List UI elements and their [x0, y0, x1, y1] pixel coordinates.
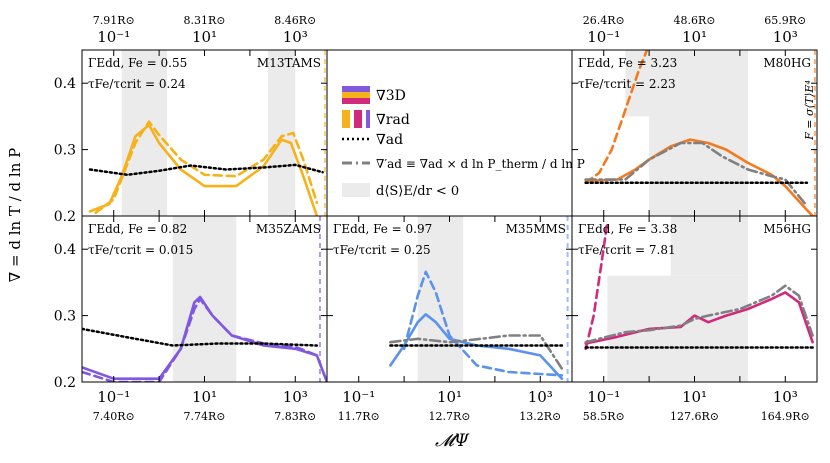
unstable-shade [417, 216, 464, 382]
nabla-ad-line [88, 163, 324, 177]
x-tick-label: 10⁻¹ [97, 28, 130, 46]
legend-label-ad: ∇ad [376, 132, 403, 148]
panel-m56hg: 10⁻¹ 10¹ 10³ 58.5R⊙ 127.6R⊙ 164.9R⊙ ΓEdd, Fe =… [571, 215, 818, 423]
radius-tick-label: 7.40R⊙ [93, 410, 135, 423]
panels: 0.3 0.4 0.2 10⁻¹ 10¹ 10³ 7.91R⊙ 8.31R⊙ 8.46R⊙ ΓEd… [54, 14, 818, 423]
tau-ratio-label: τFe/τcrit = 7.81 [578, 243, 676, 257]
tau-ratio-label: τFe/τcrit = 2.23 [578, 77, 676, 91]
y-axis-label: ∇ = d ln T / d ln P [6, 148, 24, 282]
unstable-shade [172, 216, 237, 382]
nabla-adprime-line [584, 141, 809, 208]
nabla-ad-line [82, 327, 319, 347]
y-tick-label: 0.2 [54, 209, 76, 225]
panel-plot-area [584, 216, 814, 382]
x-tick-label: 10⁻¹ [587, 28, 620, 46]
flux-annotation: F = σ⟨T⟩E⁴ [803, 80, 816, 141]
panel-m35zams: 0.2 0.3 0.4 10⁻¹ 10¹ 10³ 7.40R⊙ 7.74R⊙ 7.83R⊙ ΓEd… [54, 215, 328, 423]
tau-ratio-label: τFe/τcrit = 0.015 [88, 243, 193, 257]
panel-m80hg: 10⁻¹ 10¹ 10³ 26.4R⊙ 48.6R⊙ 65.9R⊙ ΓEdd, Fe = 3… [571, 14, 818, 217]
y-tick-label: 0.4 [54, 76, 76, 92]
panel-m35mms: 10⁻¹ 10¹ 10³ 11.7R⊙ 12.7R⊙ 13.2R⊙ ΓEdd, Fe = 0… [326, 215, 573, 423]
panel-name-label: M35MMS [506, 222, 566, 236]
legend-entry-ad: ∇ad [342, 132, 403, 148]
nabla-rad-line [584, 50, 649, 185]
y-tick-label: 0.3 [54, 143, 76, 159]
unstable-shade [649, 50, 748, 216]
x-tick-label: 10¹ [682, 388, 707, 406]
radius-tick-label: 8.46R⊙ [274, 14, 316, 27]
panel-plot-area [584, 50, 816, 216]
panel-plot-area [88, 50, 326, 216]
x-tick-label: 10⁻¹ [587, 388, 620, 406]
legend: ∇3D ∇rad ∇ad ∇′ad ≡ ∇ad × d ln P_therm /… [342, 86, 585, 199]
radius-tick-label: 7.83R⊙ [274, 410, 316, 423]
panel-name-label: M80HG [763, 56, 811, 70]
gamma-label: ΓEdd, Fe = 0.55 [88, 56, 187, 70]
panel-name-label: M13TAMS [257, 56, 321, 70]
x-tick-label: 10³ [528, 388, 553, 406]
nabla-rad-line [94, 120, 319, 214]
legend-label-shade: d⟨S⟩E/dr < 0 [376, 184, 459, 199]
gamma-label: ΓEdd, Fe = 0.97 [333, 222, 432, 236]
nabla-adprime-line [389, 334, 564, 371]
unstable-shade [670, 216, 748, 276]
x-tick-label: 10³ [773, 388, 798, 406]
gamma-label: ΓEdd, Fe = 3.23 [578, 56, 677, 70]
panel-name-label: M35ZAMS [256, 222, 321, 236]
x-tick-label: 10¹ [682, 28, 707, 46]
x-tick-label: 10¹ [437, 388, 462, 406]
radius-tick-label: 48.6R⊙ [674, 14, 716, 27]
x-tick-label: 10³ [773, 28, 798, 46]
x-tick-label: 10⁻¹ [342, 388, 375, 406]
radius-tick-label: 13.2R⊙ [519, 410, 561, 423]
panel-name-label: M56HG [763, 222, 811, 236]
y-tick-label: 0.3 [54, 309, 76, 325]
radius-tick-label: 12.7R⊙ [429, 410, 471, 423]
nabla-rad-line [402, 270, 564, 377]
tau-ratio-label: τFe/τcrit = 0.24 [88, 77, 186, 91]
nabla-rad-line [82, 297, 327, 382]
legend-entry-adprime: ∇′ad ≡ ∇ad × d ln P_therm / d ln P [342, 157, 585, 171]
tau-ratio-label: τFe/τcrit = 0.25 [333, 243, 431, 257]
x-tick-label: 10³ [283, 388, 308, 406]
legend-entry-3d: ∇3D [342, 86, 406, 104]
x-tick-label: 10³ [283, 28, 308, 46]
nabla-adprime-line [584, 284, 814, 344]
gamma-label: ΓEdd, Fe = 0.82 [88, 222, 187, 236]
radius-tick-label: 26.4R⊙ [583, 14, 625, 27]
nabla-rad-line [584, 221, 609, 351]
radius-tick-label: 65.9R⊙ [764, 14, 806, 27]
x-tick-label: 10¹ [192, 28, 217, 46]
nabla-3d-line [389, 312, 564, 381]
radius-tick-label: 7.74R⊙ [184, 410, 226, 423]
radius-tick-label: 7.91R⊙ [93, 14, 135, 27]
x-tick-label: 10¹ [192, 388, 217, 406]
legend-label-3d: ∇3D [376, 88, 406, 104]
y-tick-label: 0.4 [54, 242, 76, 258]
unstable-shade [607, 275, 748, 382]
radius-tick-label: 8.31R⊙ [184, 14, 226, 27]
y-tick-label: 0.2 [54, 375, 76, 391]
x-axis-label: 𝓜Ψ [435, 431, 470, 451]
legend-entry-shade: d⟨S⟩E/dr < 0 [342, 183, 459, 199]
legend-label-rad: ∇rad [376, 112, 410, 128]
legend-label-adprime: ∇′ad ≡ ∇ad × d ln P_therm / d ln P [376, 157, 585, 171]
radius-tick-label: 11.7R⊙ [338, 410, 380, 423]
gamma-label: ΓEdd, Fe = 3.38 [578, 222, 677, 236]
panel-m13tams: 0.3 0.4 0.2 10⁻¹ 10¹ 10³ 7.91R⊙ 8.31R⊙ 8.46R⊙ ΓEd… [54, 14, 328, 225]
legend-entry-rad: ∇rad [342, 110, 410, 128]
radius-tick-label: 164.9R⊙ [761, 410, 810, 423]
radius-tick-label: 58.5R⊙ [583, 410, 625, 423]
x-tick-label: 10⁻¹ [97, 388, 130, 406]
panel-plot-area [389, 216, 569, 382]
radius-tick-label: 127.6R⊙ [670, 410, 719, 423]
unstable-shade [121, 50, 168, 216]
panel-plot-area [82, 216, 327, 382]
